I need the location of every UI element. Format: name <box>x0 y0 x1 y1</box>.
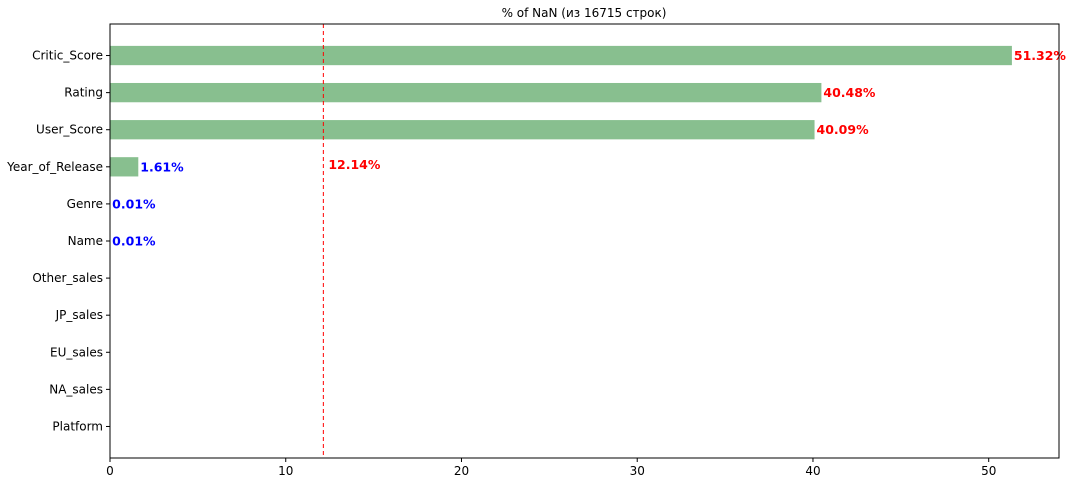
bars-group <box>110 45 1012 251</box>
x-tick-label: 50 <box>981 464 996 478</box>
data-label: 40.48% <box>823 85 876 100</box>
y-tick-label: Name <box>68 234 103 248</box>
x-tick-label: 10 <box>278 464 293 478</box>
bar-user-score <box>110 120 815 140</box>
data-label: 0.01% <box>112 234 156 249</box>
y-tick-label: Platform <box>52 419 103 433</box>
reference-line-group: 12.14% <box>322 24 381 458</box>
y-tick-label: NA_sales <box>49 382 103 396</box>
bar-year-of-release <box>110 157 139 177</box>
y-tick-label: Critic_Score <box>32 49 103 63</box>
reference-line-label: 12.14% <box>328 157 381 172</box>
y-tick-label: User_Score <box>36 123 103 137</box>
bar-rating <box>110 82 822 103</box>
x-tick-label: 40 <box>805 464 820 478</box>
y-tick-label: JP_sales <box>55 308 103 322</box>
x-axis-ticks: 0 10 20 30 40 50 <box>106 458 996 478</box>
data-label: 51.32% <box>1014 48 1067 63</box>
y-tick-label: Rating <box>64 86 103 100</box>
chart-title: % of NaN (из 16715 строк) <box>502 6 667 20</box>
x-tick-label: 30 <box>630 464 645 478</box>
plot-frame <box>109 23 1060 459</box>
y-axis-ticks: Critic_Score Rating User_Score Year_of_Rele… <box>6 49 110 433</box>
y-tick-label: Other_sales <box>32 271 103 285</box>
bar-critic-score <box>110 45 1012 66</box>
data-label: 40.09% <box>817 122 870 137</box>
data-label: 1.61% <box>140 159 184 174</box>
y-tick-label: Genre <box>67 197 103 211</box>
y-tick-label: EU_sales <box>50 345 103 359</box>
x-tick-label: 0 <box>106 464 114 478</box>
y-tick-label: Year_of_Release <box>6 160 103 174</box>
data-labels: 51.32% 40.48% 40.09% 1.61% 0.01% 0.01% <box>112 48 1066 248</box>
x-tick-label: 20 <box>454 464 469 478</box>
data-label: 0.01% <box>112 196 156 211</box>
